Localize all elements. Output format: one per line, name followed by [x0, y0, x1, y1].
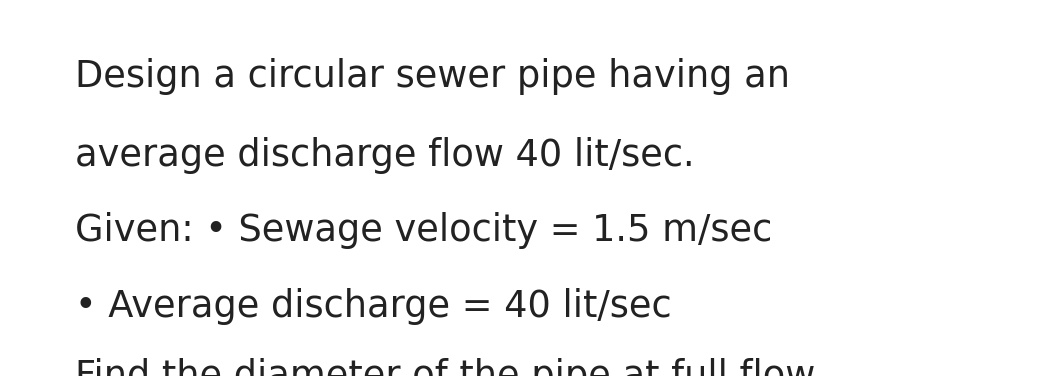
Text: • Average discharge = 40 lit/sec: • Average discharge = 40 lit/sec	[75, 288, 671, 324]
Text: Design a circular sewer pipe having an: Design a circular sewer pipe having an	[75, 58, 789, 95]
Text: average discharge flow 40 lit/sec.: average discharge flow 40 lit/sec.	[75, 137, 695, 174]
Text: Given: • Sewage velocity = 1.5 m/sec: Given: • Sewage velocity = 1.5 m/sec	[75, 212, 772, 249]
Text: Find the diameter of the pipe at full flow.: Find the diameter of the pipe at full fl…	[75, 358, 823, 376]
